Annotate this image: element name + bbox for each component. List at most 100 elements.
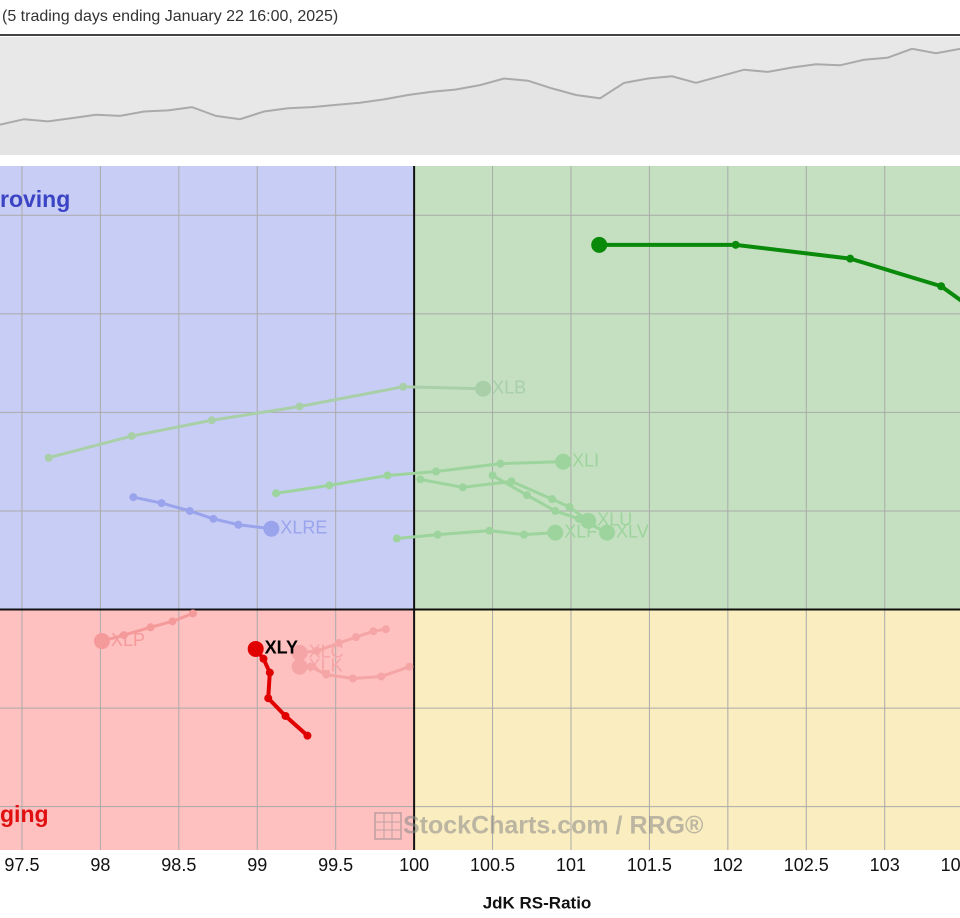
tail-line bbox=[275, 460, 564, 495]
tail-point bbox=[392, 534, 401, 543]
tail-point bbox=[146, 623, 155, 632]
tail-label: XLI bbox=[572, 450, 599, 470]
tail-point bbox=[937, 282, 946, 291]
x-tick-label: 98 bbox=[90, 855, 110, 875]
tail-point bbox=[44, 453, 53, 462]
tail-label: XLU bbox=[597, 510, 632, 530]
tail-point bbox=[381, 625, 390, 634]
tail-label: XLY bbox=[265, 638, 298, 658]
x-tick-label: 100.5 bbox=[470, 855, 515, 875]
tail-label: XLV bbox=[616, 521, 649, 541]
x-tick-label: 101 bbox=[556, 855, 586, 875]
x-tick-label: 100 bbox=[399, 855, 429, 875]
tail-point bbox=[119, 631, 128, 640]
tail-head bbox=[93, 633, 110, 650]
tail-head bbox=[591, 236, 608, 253]
tail-point bbox=[295, 402, 304, 411]
tail-point bbox=[265, 668, 274, 677]
tail-point bbox=[523, 491, 532, 500]
tail-point bbox=[334, 639, 343, 648]
x-tick-label: 99 bbox=[247, 855, 267, 875]
tail: XLP bbox=[93, 609, 197, 650]
tail-point bbox=[369, 627, 378, 636]
quadrant-improving bbox=[0, 166, 415, 610]
tail-head bbox=[599, 524, 616, 541]
tail-point bbox=[234, 520, 243, 529]
tail-point bbox=[416, 475, 425, 484]
quadrant-label: ging bbox=[0, 801, 49, 827]
tail-head bbox=[247, 640, 264, 657]
watermark-text: StockCharts.com / RRG® bbox=[403, 812, 704, 840]
tail-point bbox=[383, 471, 392, 480]
tail-point bbox=[488, 471, 497, 480]
tail-point bbox=[565, 503, 574, 512]
tail-head bbox=[475, 380, 492, 397]
tail-point bbox=[325, 481, 334, 490]
tail-point bbox=[207, 416, 216, 425]
tail: XLY bbox=[247, 638, 312, 740]
tail-point bbox=[322, 670, 331, 679]
x-tick-label: 102 bbox=[713, 855, 743, 875]
tail-point bbox=[846, 254, 855, 263]
tail-point bbox=[352, 633, 361, 642]
tail-label: XLRE bbox=[280, 517, 327, 537]
tail: XLRE bbox=[129, 493, 327, 537]
tail-label: XLP bbox=[111, 630, 145, 650]
tail-point bbox=[405, 662, 414, 671]
x-tick-label: 103 bbox=[870, 855, 900, 875]
tail-point bbox=[377, 672, 386, 681]
tail-point bbox=[185, 506, 194, 515]
tail-point bbox=[312, 646, 321, 655]
tail-point bbox=[281, 711, 290, 720]
tail-head bbox=[291, 644, 308, 661]
tail-point bbox=[303, 731, 312, 740]
tail-point bbox=[127, 432, 136, 441]
tail-point bbox=[348, 674, 357, 683]
benchmark-chart bbox=[0, 37, 960, 155]
x-tick-label: 98.5 bbox=[161, 855, 196, 875]
tail: XLC bbox=[291, 625, 390, 662]
tail: XLU bbox=[416, 475, 632, 530]
x-tick-label: 103.5 bbox=[941, 855, 960, 875]
tail-point bbox=[129, 493, 138, 502]
tail: XLI bbox=[272, 450, 599, 498]
tail-point bbox=[272, 489, 281, 498]
tail bbox=[591, 236, 960, 303]
tail-point bbox=[168, 617, 177, 626]
plot-area: roving ging 97.5 98 98.5 99 99.5 100 100.5 101 101… bbox=[0, 166, 960, 912]
x-tick-label: 97.5 bbox=[4, 855, 39, 875]
quadrant-lagging bbox=[0, 609, 415, 850]
tail-line bbox=[48, 385, 484, 460]
tail-label: XLC bbox=[309, 642, 344, 662]
subtitle: (5 trading days ending January 22 16:00,… bbox=[2, 8, 338, 25]
tail-point bbox=[458, 483, 467, 492]
tail-point bbox=[188, 609, 197, 618]
tail-label: XLB bbox=[492, 377, 526, 397]
tail-head bbox=[547, 524, 564, 541]
tail-point bbox=[399, 382, 408, 391]
benchmark-area bbox=[0, 48, 960, 155]
tail-point bbox=[259, 654, 268, 663]
tail: XLV bbox=[488, 471, 649, 541]
benchmark-line bbox=[0, 47, 960, 126]
watermark: StockCharts.com / RRG® bbox=[374, 812, 704, 840]
x-tick-label: 99.5 bbox=[318, 855, 353, 875]
tail-point bbox=[306, 662, 315, 671]
tail-head bbox=[263, 520, 280, 537]
watermark-icon-grid bbox=[375, 813, 401, 839]
tail-point bbox=[548, 495, 557, 504]
tail-head bbox=[555, 453, 572, 470]
watermark-icon bbox=[374, 812, 402, 840]
quadrant-weakening bbox=[414, 609, 960, 850]
tail-label: XLK bbox=[309, 655, 343, 675]
tail-point bbox=[157, 499, 166, 508]
quadrant-leading bbox=[414, 166, 960, 610]
tail: XLF bbox=[392, 521, 597, 543]
tail-point bbox=[574, 514, 583, 523]
tail-point bbox=[433, 530, 442, 539]
tail-point bbox=[731, 240, 740, 249]
tail-label: XLF bbox=[564, 521, 597, 541]
tail-point bbox=[264, 694, 273, 703]
